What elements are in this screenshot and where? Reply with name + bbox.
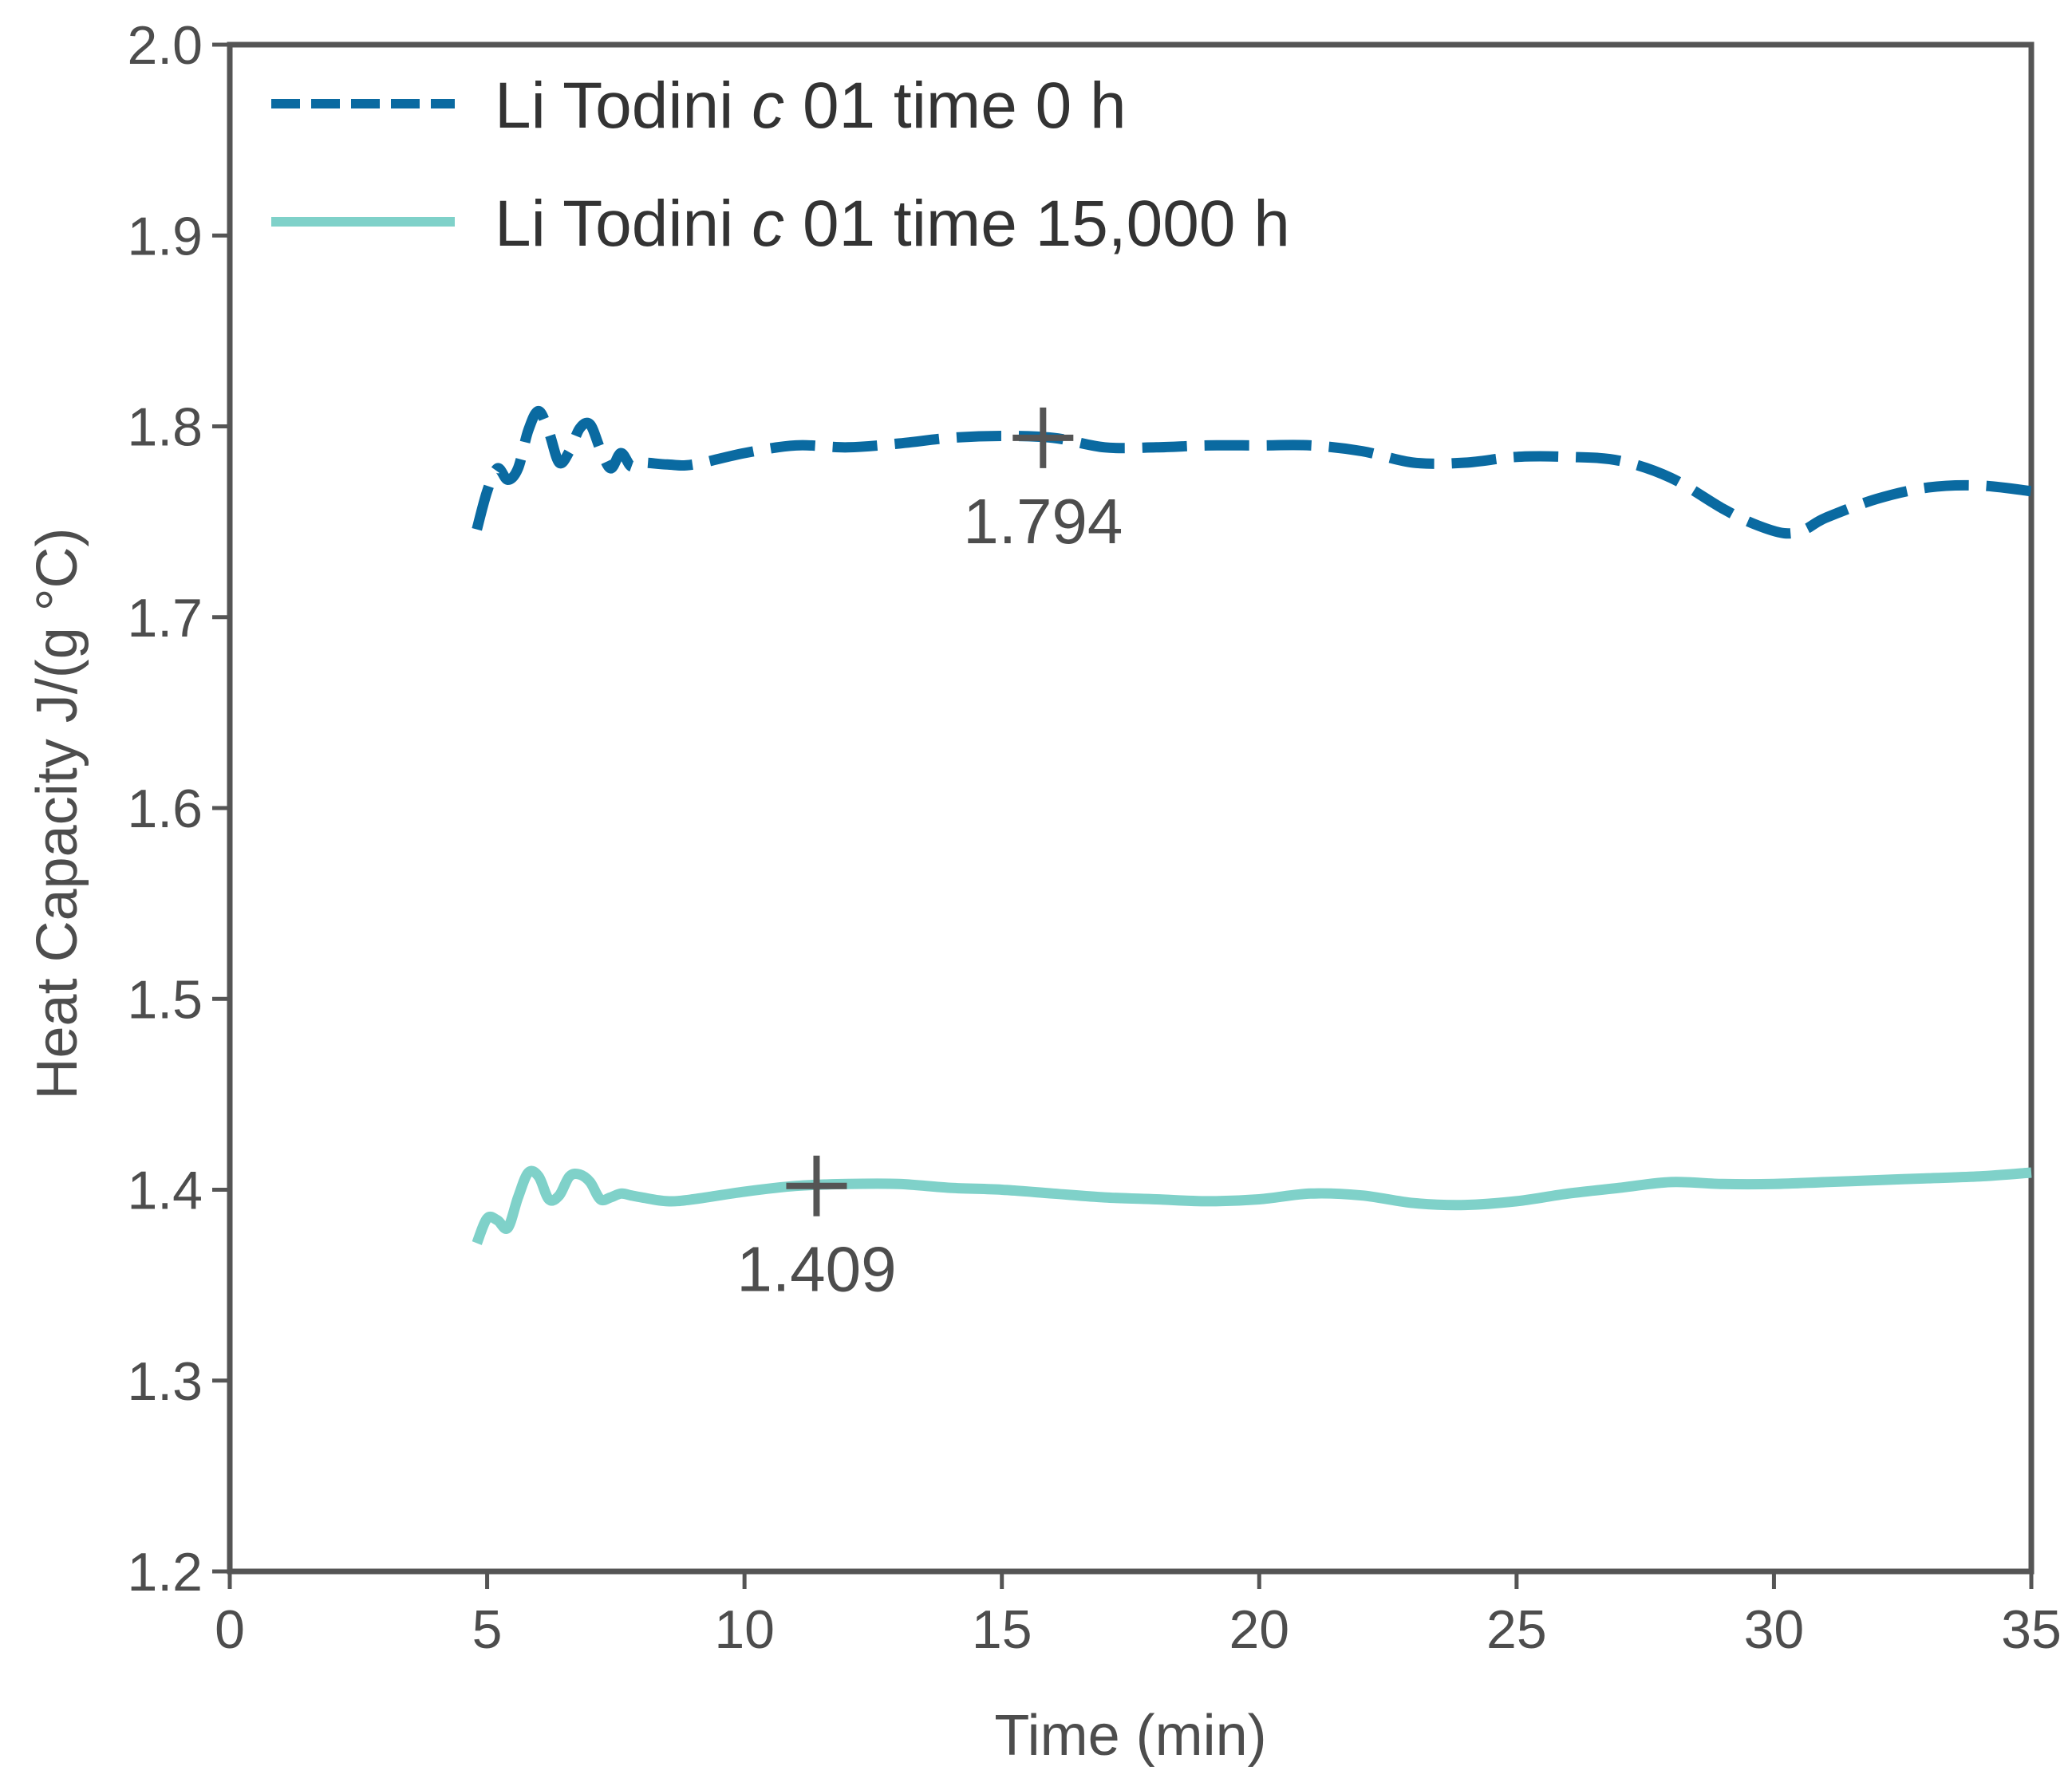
x-tick-label: 0 — [215, 1599, 245, 1660]
plot-frame — [227, 41, 2035, 1575]
x-axis-title: Time (min) — [994, 1704, 1266, 1768]
legend-label-part: Li Todini — [495, 187, 752, 260]
annotation-marker-2 — [786, 1155, 847, 1216]
series-line-2 — [472, 1165, 2032, 1245]
legend-label-part: c — [752, 69, 784, 142]
y-tick-label: 1.8 — [127, 397, 203, 458]
legend-label-part: 01 time 0 h — [784, 69, 1126, 142]
y-tick-label: 1.6 — [127, 779, 203, 839]
legend: Li Todini c 01 time 0 hLi Todini c 01 ti… — [271, 69, 1290, 260]
annotation-layer: 1.794 1.409 — [736, 407, 1123, 1305]
annotation-label: 1.409 — [736, 1234, 896, 1305]
y-tick-label: 1.9 — [127, 206, 203, 266]
x-tick-label: 10 — [714, 1599, 775, 1660]
annotation-marker-1 — [1012, 407, 1074, 468]
x-tick-label: 30 — [1744, 1599, 1805, 1660]
legend-label-part: c — [752, 187, 784, 260]
y-tick-label: 2.0 — [127, 15, 203, 76]
series-layer — [472, 405, 2032, 1245]
y-axis: 1.2 1.3 1.4 1.5 1.6 1.7 1.8 1.9 2.0 — [127, 15, 230, 1603]
y-tick-label: 1.7 — [127, 588, 203, 649]
x-tick-label: 5 — [472, 1599, 503, 1660]
series-line-1 — [472, 405, 2032, 539]
y-tick-label: 1.3 — [127, 1351, 203, 1412]
y-tick-label: 1.5 — [127, 969, 203, 1030]
y-axis-title: Heat Capacity J/(g °C) — [26, 527, 89, 1099]
x-tick-label: 20 — [1229, 1599, 1289, 1660]
x-tick-label: 25 — [1486, 1599, 1547, 1660]
legend-label-2: Li Todini c 01 time 15,000 h — [495, 187, 1290, 260]
y-tick-label: 1.2 — [127, 1542, 203, 1603]
legend-label-part: Li Todini — [495, 69, 752, 142]
x-tick-label: 15 — [972, 1599, 1032, 1660]
legend-label-1: Li Todini c 01 time 0 h — [495, 69, 1127, 142]
legend-label-part: 01 time 15,000 h — [784, 187, 1290, 260]
x-tick-label: 35 — [2001, 1599, 2062, 1660]
y-tick-label: 1.4 — [127, 1161, 203, 1221]
x-axis: 0 5 10 15 20 25 30 35 — [215, 1571, 2062, 1660]
annotation-label: 1.794 — [963, 486, 1123, 557]
